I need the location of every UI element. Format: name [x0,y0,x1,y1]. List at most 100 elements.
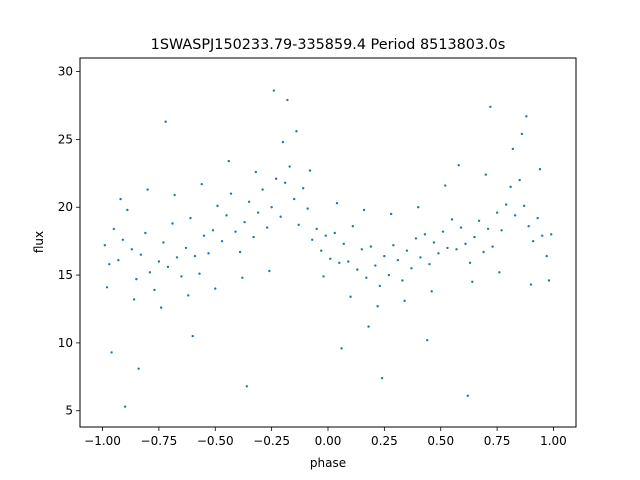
data-point [342,242,345,246]
data-point [234,230,237,233]
data-point [137,367,140,370]
data-point [148,271,152,274]
data-point [459,226,463,229]
data-point [509,185,512,189]
data-point [302,187,305,190]
data-point [329,257,332,260]
data-point [403,299,406,303]
data-point [471,280,474,284]
data-point [338,261,341,265]
data-point [380,376,384,380]
data-point [202,234,206,237]
data-point [333,231,336,235]
data-point [347,260,350,263]
data-point [281,140,285,144]
data-point [376,305,379,308]
data-point [444,184,447,187]
data-point [132,298,136,301]
data-point [187,294,190,297]
data-point [171,222,174,225]
data-point [207,252,210,255]
data-point [536,216,539,220]
data-point [214,287,217,290]
data-point [245,385,249,388]
data-point [153,288,156,292]
data-point [482,250,485,254]
data-point [484,173,488,176]
data-point [288,165,291,168]
data-point [315,227,318,231]
data-point [311,238,314,241]
data-point [268,269,271,273]
data-point [166,265,170,269]
data-point [405,249,409,252]
data-point [227,159,230,163]
y-tick-label: 5 [65,404,73,418]
data-point [437,252,440,255]
data-point [272,89,276,92]
data-point [489,105,492,109]
data-point [450,218,454,221]
data-point [135,277,138,281]
data-point [225,214,228,217]
data-point [486,227,490,231]
data-point [252,235,255,239]
data-point [369,245,373,248]
data-point [110,351,113,354]
data-point [175,256,179,259]
data-point [211,229,215,232]
x-tick-label: 0.50 [427,434,454,448]
x-axis-ticks: −1.00 −0.75 −0.50 −0.25 0.00 0.25 0.50 0.75 1.00 [84,427,567,448]
x-tick-label: 0.00 [315,434,342,448]
data-point [441,230,445,233]
data-point [466,394,469,397]
y-axis-title: flux [32,231,46,253]
data-point [200,182,203,186]
data-point [473,235,476,239]
data-point [146,188,149,191]
data-point [378,284,382,288]
data-point [522,204,526,208]
data-point [362,208,366,212]
data-point [117,258,120,262]
data-point [279,215,282,218]
data-point [229,192,233,195]
data-point [184,246,188,250]
data-point [518,178,521,182]
data-point [401,279,404,282]
data-point [247,200,251,203]
data-point [241,276,244,279]
data-point [374,264,377,267]
data-point [504,203,508,206]
data-point [191,334,194,338]
data-point [416,206,420,209]
data-point [545,254,548,258]
data-point [193,254,197,258]
data-point [306,207,309,210]
x-axis-title: phase [310,456,346,470]
data-point [428,263,431,266]
x-tick-label: −0.75 [141,434,178,448]
data-point [538,168,542,171]
data-point [550,233,553,236]
data-point [261,188,264,191]
data-point [162,241,165,244]
data-point [157,260,161,263]
data-point [159,306,163,309]
data-point [256,211,260,214]
data-point [108,263,111,266]
data-point [189,216,192,220]
data-point [477,219,481,222]
data-point [426,338,429,342]
data-point [396,258,400,262]
data-point [164,120,167,123]
data-point [383,254,386,258]
x-tick-label: 0.25 [371,434,398,448]
data-point [525,115,528,118]
data-point [419,256,422,259]
data-point [513,214,517,217]
x-tick-label: −0.25 [253,434,290,448]
data-point [498,271,501,274]
data-point [414,237,418,240]
data-point [119,197,122,201]
